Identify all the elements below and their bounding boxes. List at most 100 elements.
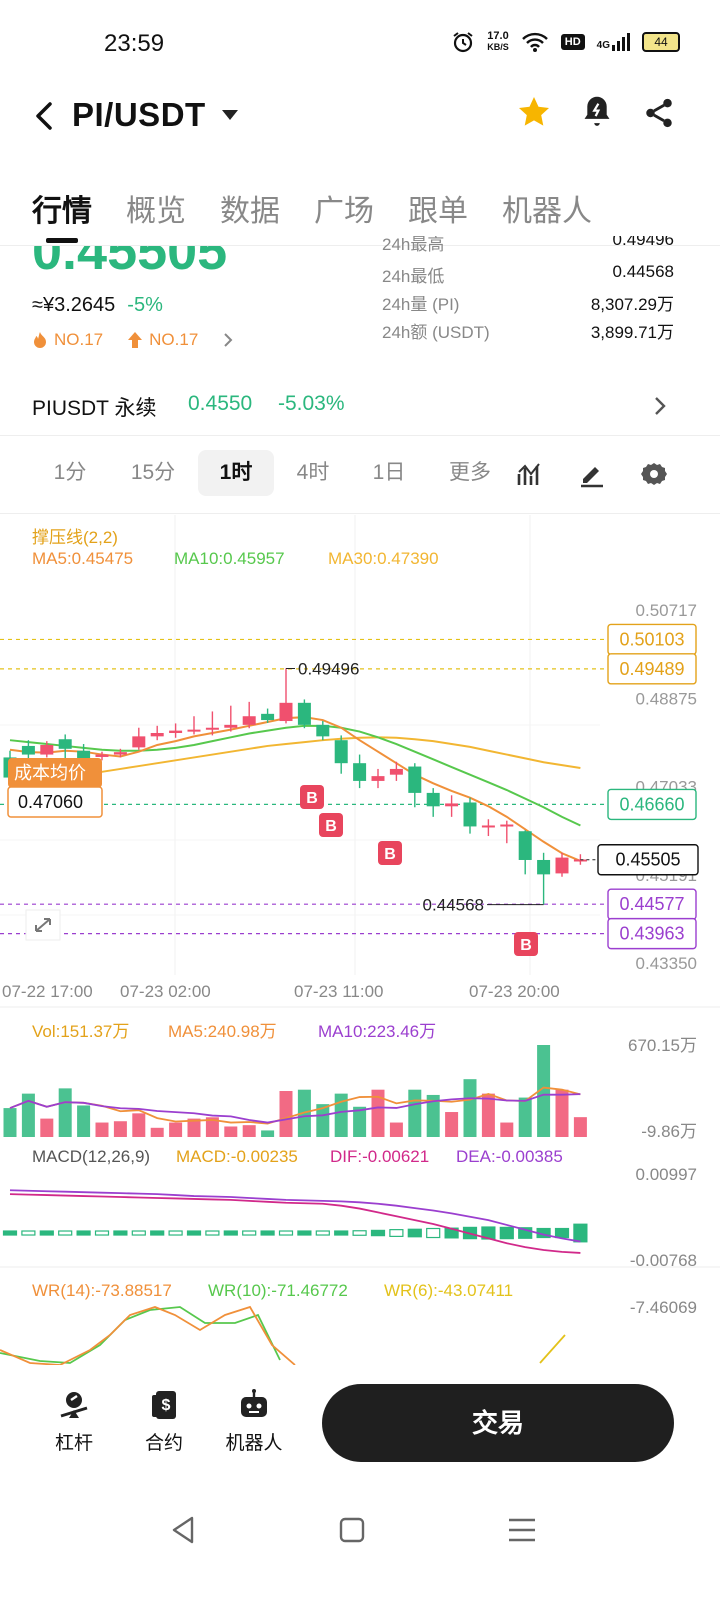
tab-copytrade[interactable]: 跟单 [408,195,468,228]
leverage-label: 杠杆 [54,1433,93,1454]
macd-hist-bar [113,1230,128,1236]
price-tag-box [597,844,699,876]
macd-hist-bar [352,1230,367,1236]
time-axis-label: 07-23 11:00 [294,982,383,1001]
draw-pencil-icon[interactable] [578,460,606,488]
candle-body [371,776,385,781]
macd-hist-bar [260,1230,275,1236]
interval-more[interactable]: 更多 [449,461,491,484]
macd-hist-bar [76,1230,91,1236]
trade-button[interactable]: 交易 [322,1384,674,1462]
wr14-line [0,1305,296,1365]
candle-body [537,859,551,875]
kline-chart[interactable]: 0.507170.488750.470330.451910.433500.494… [0,515,720,1365]
ma10-line [9,724,581,827]
indicator-icon[interactable] [516,460,544,488]
price-axis-label: 0.43350 [636,954,697,973]
stat-row-turnover: 24h额 (USDT) 3,899.71万 [382,318,674,346]
nav-home-icon[interactable] [334,1512,370,1548]
buy-marker-label: B [520,937,532,954]
volume-bar [481,1093,495,1137]
macd-hist-bar [168,1230,183,1236]
signal-icon: 4G [597,33,630,51]
stat-label: 24h最低 [382,267,445,286]
robot-button[interactable]: 机器人 [224,1388,284,1455]
price-tag-box [607,917,697,950]
interval-1m[interactable]: 1分 [53,461,87,484]
macd-hist-bar [242,1230,257,1236]
interval-4h[interactable]: 4时 [296,461,330,484]
price-tag-value: 0.46660 [619,794,684,814]
macd-hist-bar [334,1230,349,1236]
rank-row[interactable]: NO.17 NO.17 [32,330,234,350]
last-price: 0.45505 [32,246,228,281]
candle-body [132,736,146,748]
ma30-label: MA30:0.47390 [328,549,439,568]
caret-down-icon[interactable] [222,110,238,120]
perpetual-row[interactable]: PIUSDT 永续 0.4550 -5.03% [0,378,720,436]
back-arrow-icon[interactable] [32,100,56,132]
bell-alert-icon[interactable] [580,94,614,130]
contract-button[interactable]: $ 合约 [134,1388,194,1455]
interval-15m[interactable]: 15分 [130,461,176,484]
header: PI/USDT [0,88,720,148]
macd-dif: DIF:-0.00621 [330,1147,430,1166]
tab-data[interactable]: 数据 [220,195,280,228]
macd-hist-bar [131,1230,146,1236]
tab-overview[interactable]: 概览 [126,195,186,228]
status-time: 23:59 [104,30,165,57]
interval-1d[interactable]: 1日 [372,461,406,484]
nav-back-icon[interactable] [166,1512,202,1548]
dea-line [9,1189,581,1243]
tab-square[interactable]: 广场 [314,195,374,228]
signal-label: 4G [596,40,610,51]
chevron-right-icon[interactable] [222,331,234,349]
volume-bar [113,1121,127,1137]
macd-hist-bar [205,1230,220,1236]
candle-body [518,831,532,860]
flame-icon [34,332,46,348]
stat-value: 3,899.71万 [590,323,674,342]
price-axis-label: 0.48875 [636,689,697,708]
buy-marker-label: B [325,818,337,835]
volume-bar [58,1088,72,1137]
macd-axis-label: 0.00997 [636,1165,697,1184]
gear-icon[interactable] [640,460,668,488]
volume-bar [445,1112,459,1137]
expand-icon-arrows [35,918,51,932]
candle-body [408,766,422,793]
cny-value: ≈¥3.2645 [32,294,116,316]
expand-icon[interactable] [25,909,61,941]
interval-1h[interactable]: 1时 [198,450,274,496]
volume-bar [187,1118,201,1137]
buy-marker [514,932,538,956]
rank-gain-value: NO.17 [149,330,199,349]
star-icon[interactable] [516,94,552,130]
tab-market[interactable]: 行情 [32,195,92,228]
volume-bar [426,1094,440,1137]
stat-row-volume: 24h量 (PI) 8,307.29万 [382,290,674,318]
candle-body [95,754,109,757]
volume-bar [518,1097,532,1137]
svg-text:$: $ [162,1397,171,1414]
vol-ma10-line [9,1093,581,1124]
wr14-label: WR(14):-73.88517 [32,1281,172,1300]
hd-icon: HD [560,34,585,50]
volume-bar [316,1104,330,1137]
tab-robot[interactable]: 机器人 [502,195,592,228]
price-tag-box [607,653,697,685]
candle-body [500,824,514,827]
macd-hist-bar [315,1230,330,1236]
nav-menu-icon[interactable] [504,1512,540,1548]
leverage-button[interactable]: 杠杆 [44,1388,104,1455]
pair-title[interactable]: PI/USDT [72,96,206,133]
chevron-right-icon[interactable] [652,394,668,418]
volume-bar [77,1105,91,1137]
cost-label: 成本均价 [14,763,86,783]
buy-marker [300,785,324,809]
rank-hot-value: NO.17 [54,330,104,349]
macd-hist-bar [186,1230,202,1236]
chart-area[interactable]: 0.507170.488750.470330.451910.433500.494… [0,515,720,1365]
share-icon[interactable] [642,96,676,130]
macd-value: MACD:-0.00235 [176,1147,298,1166]
